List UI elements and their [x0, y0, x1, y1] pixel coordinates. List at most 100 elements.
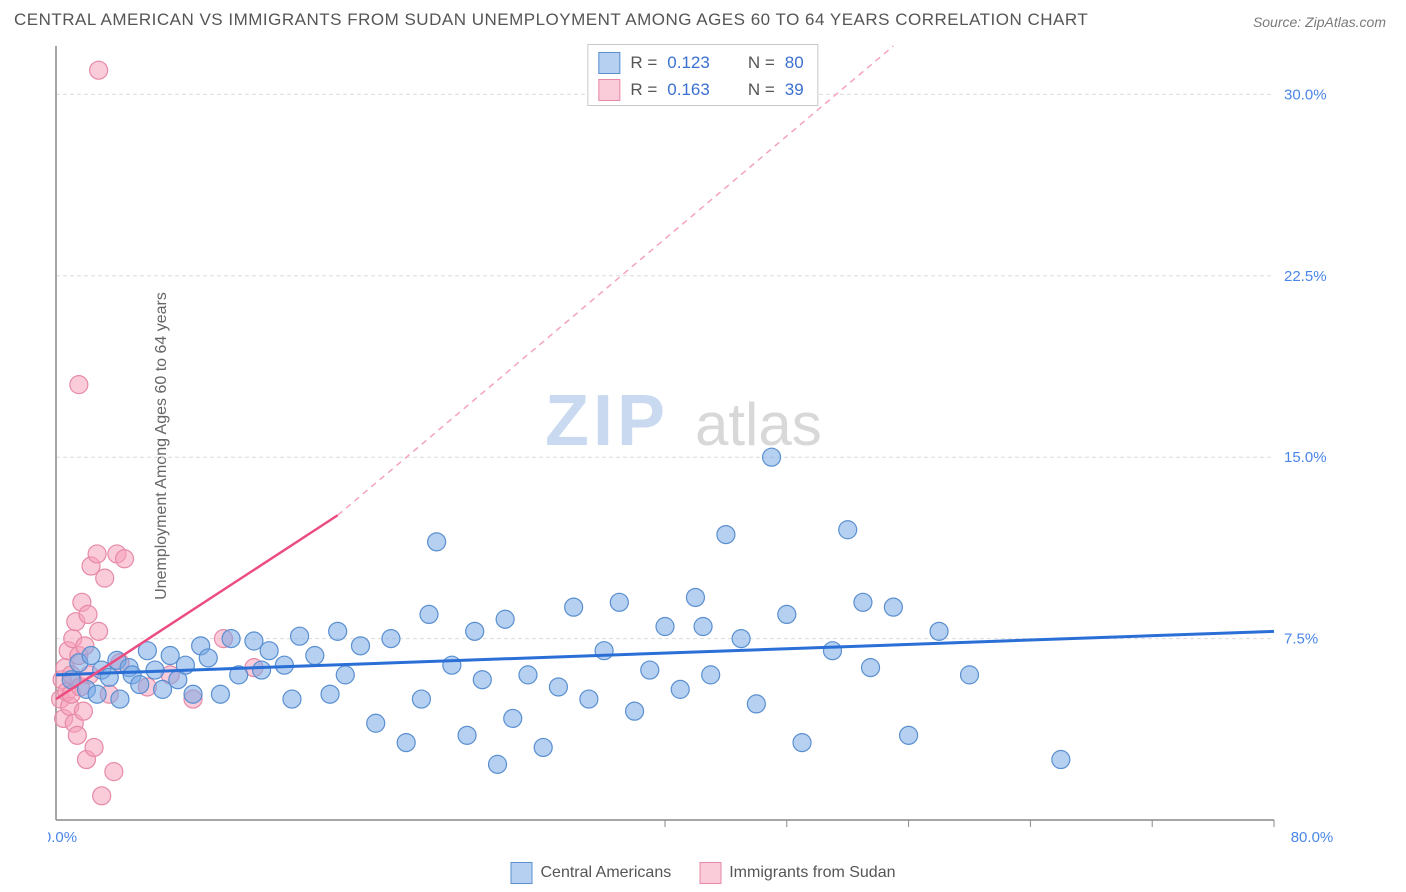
data-point-blue	[336, 666, 354, 684]
data-point-blue	[466, 622, 484, 640]
data-point-blue	[184, 685, 202, 703]
data-point-blue	[641, 661, 659, 679]
legend-label: Central Americans	[541, 864, 672, 882]
data-point-blue	[489, 755, 507, 773]
data-point-blue	[778, 605, 796, 623]
r-label: R =	[630, 49, 657, 76]
n-label: N =	[748, 49, 775, 76]
svg-text:80.0%: 80.0%	[1291, 829, 1334, 846]
data-point-blue	[352, 637, 370, 655]
svg-text:22.5%: 22.5%	[1284, 268, 1327, 285]
data-point-blue	[473, 671, 491, 689]
svg-text:7.5%: 7.5%	[1284, 631, 1318, 648]
data-point-blue	[580, 690, 598, 708]
data-point-blue	[496, 610, 514, 628]
data-point-pink	[90, 622, 108, 640]
svg-text:15.0%: 15.0%	[1284, 449, 1327, 466]
data-point-blue	[211, 685, 229, 703]
data-point-blue	[686, 588, 704, 606]
data-point-blue	[702, 666, 720, 684]
data-point-blue	[222, 630, 240, 648]
data-point-blue	[321, 685, 339, 703]
data-point-pink	[90, 61, 108, 79]
data-point-blue	[306, 647, 324, 665]
data-point-blue	[253, 661, 271, 679]
data-point-blue	[626, 702, 644, 720]
swatch-blue-icon	[598, 52, 620, 74]
data-point-pink	[96, 569, 114, 587]
data-point-blue	[88, 685, 106, 703]
data-point-blue	[367, 714, 385, 732]
data-point-blue	[412, 690, 430, 708]
r-value: 0.123	[667, 49, 710, 76]
data-point-blue	[420, 605, 438, 623]
svg-text:atlas: atlas	[695, 391, 822, 458]
svg-text:30.0%: 30.0%	[1284, 86, 1327, 103]
data-point-blue	[549, 678, 567, 696]
n-label: N =	[748, 76, 775, 103]
data-point-blue	[793, 734, 811, 752]
source-attribution: Source: ZipAtlas.com	[1253, 14, 1386, 30]
data-point-blue	[534, 738, 552, 756]
r-label: R =	[630, 76, 657, 103]
data-point-pink	[116, 550, 134, 568]
swatch-pink-icon	[699, 862, 721, 884]
data-point-blue	[382, 630, 400, 648]
svg-text:0.0%: 0.0%	[48, 829, 77, 846]
svg-text:ZIP: ZIP	[545, 381, 669, 461]
data-point-blue	[961, 666, 979, 684]
data-point-blue	[329, 622, 347, 640]
data-point-blue	[565, 598, 583, 616]
data-point-blue	[199, 649, 217, 667]
trend-line-pink	[56, 515, 338, 699]
swatch-blue-icon	[511, 862, 533, 884]
legend-row-blue: R = 0.123 N = 80	[598, 49, 803, 76]
legend-item-central-americans: Central Americans	[511, 862, 672, 884]
data-point-blue	[428, 533, 446, 551]
data-point-blue	[131, 676, 149, 694]
data-point-blue	[900, 726, 918, 744]
data-point-pink	[105, 763, 123, 781]
data-point-blue	[610, 593, 628, 611]
series-legend: Central Americans Immigrants from Sudan	[511, 862, 896, 884]
data-point-blue	[458, 726, 476, 744]
data-point-blue	[694, 618, 712, 636]
data-point-pink	[88, 545, 106, 563]
data-point-blue	[763, 448, 781, 466]
n-value: 39	[785, 76, 804, 103]
data-point-pink	[85, 738, 103, 756]
data-point-pink	[74, 702, 92, 720]
data-point-pink	[79, 605, 97, 623]
data-point-pink	[93, 787, 111, 805]
data-point-blue	[717, 526, 735, 544]
legend-item-sudan: Immigrants from Sudan	[699, 862, 895, 884]
data-point-blue	[291, 627, 309, 645]
data-point-blue	[504, 709, 522, 727]
data-point-blue	[443, 656, 461, 674]
data-point-blue	[519, 666, 537, 684]
data-point-blue	[747, 695, 765, 713]
swatch-pink-icon	[598, 79, 620, 101]
data-point-blue	[671, 680, 689, 698]
data-point-blue	[1052, 751, 1070, 769]
data-point-pink	[70, 376, 88, 394]
plot-area: 7.5% 15.0% 22.5% 30.0% ZIP atlas 0.0% 80.0%	[48, 40, 1334, 848]
data-point-blue	[100, 668, 118, 686]
data-point-blue	[862, 659, 880, 677]
data-point-blue	[111, 690, 129, 708]
legend-label: Immigrants from Sudan	[729, 864, 895, 882]
data-point-blue	[930, 622, 948, 640]
data-point-blue	[823, 642, 841, 660]
data-point-blue	[656, 618, 674, 636]
data-point-blue	[260, 642, 278, 660]
data-point-blue	[884, 598, 902, 616]
data-point-blue	[397, 734, 415, 752]
data-point-blue	[839, 521, 857, 539]
scatter-chart: 7.5% 15.0% 22.5% 30.0% ZIP atlas 0.0% 80.0%	[48, 40, 1334, 848]
r-value: 0.163	[667, 76, 710, 103]
chart-title: CENTRAL AMERICAN VS IMMIGRANTS FROM SUDA…	[14, 10, 1088, 30]
data-point-pink	[68, 726, 86, 744]
legend-row-pink: R = 0.163 N = 39	[598, 76, 803, 103]
data-point-blue	[854, 593, 872, 611]
data-point-blue	[283, 690, 301, 708]
